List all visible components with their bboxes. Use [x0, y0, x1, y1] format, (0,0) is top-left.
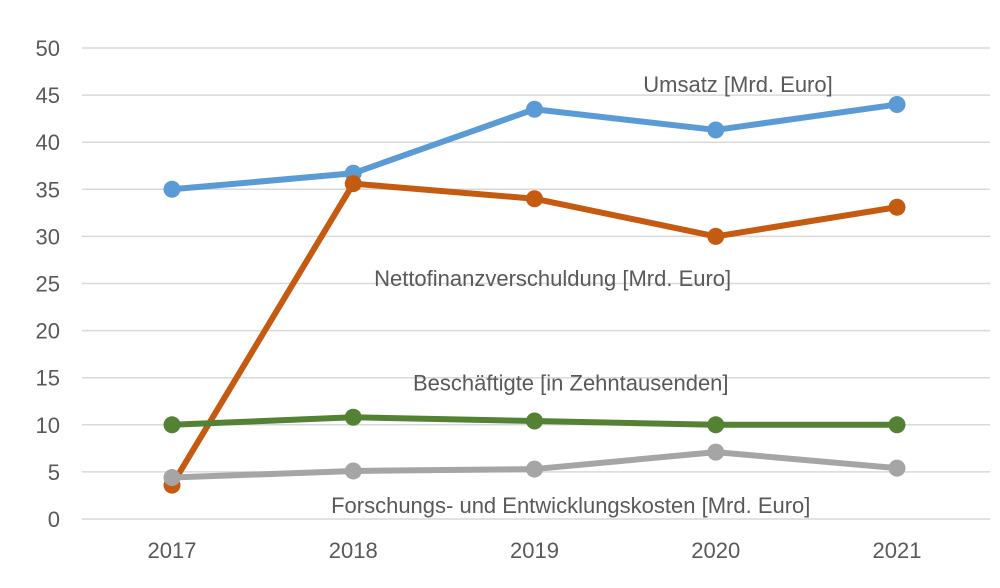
series-label: Beschäftigte [in Zehntausenden] [413, 370, 729, 395]
y-tick-label: 45 [36, 83, 60, 108]
y-tick-label: 25 [36, 272, 60, 297]
series-2 [163, 408, 906, 434]
y-tick-label: 35 [36, 177, 60, 202]
series-label: Nettofinanzverschuldung [Mrd. Euro] [374, 266, 731, 291]
series-0 [163, 96, 906, 198]
data-point [526, 190, 543, 208]
data-point [526, 412, 543, 430]
data-point [707, 227, 725, 245]
y-tick-label: 10 [36, 413, 60, 438]
y-tick-label: 15 [36, 366, 60, 391]
series-3 [163, 443, 906, 487]
data-point [344, 175, 362, 193]
series-lines [163, 96, 906, 494]
data-point [888, 96, 906, 114]
series-label: Umsatz [Mrd. Euro] [643, 72, 832, 97]
data-point [163, 180, 181, 198]
data-point [344, 408, 362, 426]
data-point [888, 416, 906, 434]
data-point [163, 469, 181, 487]
x-tick-label: 2019 [510, 538, 559, 563]
x-tick-label: 2021 [873, 538, 922, 563]
y-tick-label: 40 [36, 130, 60, 155]
data-point [888, 198, 906, 216]
data-point [707, 121, 725, 139]
x-tick-label: 2020 [691, 538, 740, 563]
x-tick-label: 2017 [148, 538, 197, 563]
x-tick-label: 2018 [329, 538, 378, 563]
series-1 [163, 175, 906, 494]
data-point [163, 416, 181, 434]
y-tick-label: 5 [48, 460, 60, 485]
data-point [707, 416, 725, 434]
y-tick-label: 50 [36, 36, 60, 61]
series-label: Forschungs- und Entwicklungskosten [Mrd.… [331, 493, 810, 518]
data-point [526, 460, 543, 478]
series-labels: Umsatz [Mrd. Euro] Nettofinanzverschuldun… [331, 72, 833, 518]
data-point [707, 443, 725, 461]
series-line [169, 180, 900, 489]
y-axis-ticks: 0 5 10 15 20 25 30 35 40 45 50 [36, 36, 60, 532]
data-point [344, 462, 362, 480]
x-axis-ticks: 2017 2018 2019 2020 2021 [148, 538, 922, 563]
y-tick-label: 20 [36, 319, 60, 344]
y-tick-label: 30 [36, 224, 60, 249]
data-point [526, 100, 543, 118]
data-point [888, 459, 906, 477]
y-tick-label: 0 [48, 507, 60, 532]
